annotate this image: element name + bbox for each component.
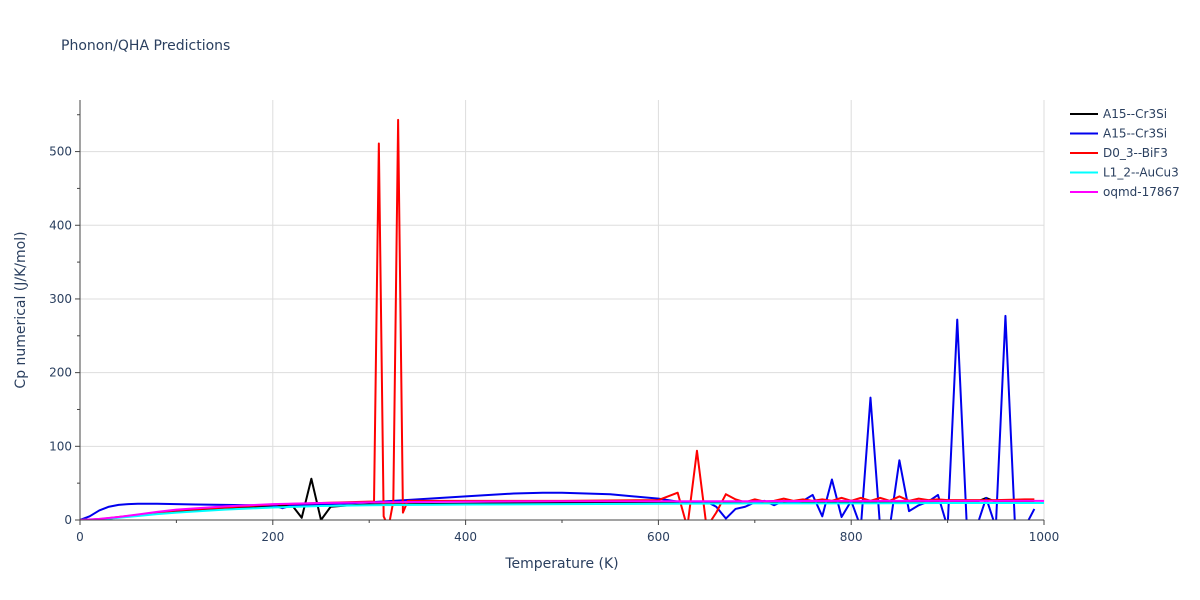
series-line-3 bbox=[80, 502, 1044, 520]
y-tick-label: 500 bbox=[49, 145, 72, 159]
plot-area bbox=[80, 118, 1044, 520]
x-tick-label: 1000 bbox=[1029, 530, 1060, 544]
legend-item-4[interactable]: oqmd-17867 bbox=[1070, 185, 1180, 199]
legend-label: L1_2--AuCu3 bbox=[1103, 166, 1179, 180]
y-tick-label: 300 bbox=[49, 292, 72, 306]
legend-item-0[interactable]: A15--Cr3Si bbox=[1070, 107, 1167, 121]
x-tick-label: 0 bbox=[76, 530, 84, 544]
y-tick-label: 200 bbox=[49, 366, 72, 380]
y-axis-title: Cp numerical (J/K/mol) bbox=[13, 231, 29, 388]
series-line-2 bbox=[80, 118, 1035, 520]
x-tick-label: 800 bbox=[840, 530, 863, 544]
series-line-4 bbox=[80, 499, 1044, 520]
y-tick-label: 400 bbox=[49, 218, 72, 232]
legend-item-3[interactable]: L1_2--AuCu3 bbox=[1070, 166, 1179, 180]
legend-label: A15--Cr3Si bbox=[1103, 127, 1167, 141]
series-line-1 bbox=[80, 314, 1036, 520]
chart-title: Phonon/QHA Predictions bbox=[61, 38, 230, 54]
legend-label: A15--Cr3Si bbox=[1103, 107, 1167, 121]
x-tick-label: 200 bbox=[261, 530, 284, 544]
legend[interactable]: A15--Cr3Si A15--Cr3Si D0_3--BiF3 L1_2--AuCu… bbox=[1070, 107, 1180, 199]
x-tick-label: 400 bbox=[454, 530, 477, 544]
legend-label: oqmd-17867 bbox=[1103, 185, 1180, 199]
y-tick-label: 0 bbox=[64, 513, 72, 527]
legend-label: D0_3--BiF3 bbox=[1103, 146, 1168, 160]
x-tick-label: 600 bbox=[647, 530, 670, 544]
legend-item-1[interactable]: A15--Cr3Si bbox=[1070, 127, 1167, 141]
grid-lines bbox=[80, 100, 1045, 520]
y-tick-label: 100 bbox=[49, 439, 72, 453]
axes: 0 200 400 600 800 1000 0 100 200 300 400 500 bbox=[49, 100, 1059, 544]
legend-item-2[interactable]: D0_3--BiF3 bbox=[1070, 146, 1168, 160]
x-axis-title: Temperature (K) bbox=[504, 556, 618, 572]
